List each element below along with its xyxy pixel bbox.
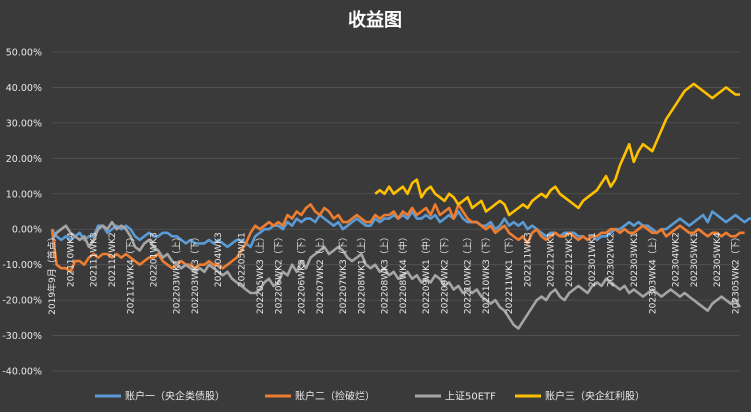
x-tick-label: 202206WK3（下） (296, 232, 307, 314)
x-tick-label: 202211WK1（下） (504, 232, 515, 314)
x-tick-label: 202209WK2（下） (439, 232, 450, 314)
x-tick-label: 202205WK3（上） (255, 232, 266, 314)
x-tick-label: 202211WK3 (524, 232, 534, 287)
legend-label: 账户二（捡破烂） (295, 390, 375, 403)
series-line-3 (50, 220, 742, 330)
gridlines (52, 51, 740, 372)
series-line-1 (50, 210, 751, 249)
x-tick-label: 202112WK4（下） (125, 232, 136, 314)
legend: 账户一（央企类债股） 账户二（捡破烂） 上证50ETF 账户三（央企红利股） (95, 390, 645, 403)
x-tick-label: 202204WK3 (214, 232, 224, 287)
x-tick-label: 202212WK1 (547, 232, 557, 287)
x-tick-label: 202302WK2 (607, 232, 617, 287)
legend-label: 账户三（央企红利股） (545, 390, 645, 403)
x-tick-label: 202212WK3 (565, 232, 575, 287)
y-tick-label: 10.00% (6, 189, 42, 200)
x-tick-label: 202210WK2（上） (463, 232, 474, 314)
x-tick-label: 202111WK3 (90, 232, 100, 287)
series-line-2 (50, 203, 745, 274)
x-tick-label: 202210WK3（下） (481, 232, 492, 314)
y-tick-label: -20.00% (2, 296, 42, 307)
x-tick-label: 202206WK2（下） (273, 232, 284, 314)
x-axis-ticks: 2019年9月（首点） 202110WK4 202111WK3 202112WK2 20… (46, 232, 741, 315)
x-tick-label: 202205WK1 (237, 232, 247, 287)
y-tick-label: 40.00% (6, 83, 42, 94)
x-tick-label: 202110WK4 (66, 232, 76, 287)
x-tick-label: 202203WK3（下） (190, 232, 201, 314)
y-axis-ticks: 50.00% 40.00% 30.00% 20.00% 10.00% 0.00% -10.0… (2, 48, 42, 378)
x-tick-label: 202305WK4 (713, 232, 723, 287)
x-tick-label: 202209WK1（中） (420, 232, 432, 314)
x-tick-label: 202305WK2（下） (730, 232, 741, 314)
y-tick-label: -30.00% (2, 331, 42, 342)
x-tick-label: 202304WK2 (671, 232, 681, 287)
x-tick-label: 2019年9月（首点） (46, 232, 58, 315)
y-tick-label: 50.00% (6, 48, 42, 59)
x-tick-label: 202303WK4（上） (647, 232, 658, 314)
y-tick-label: 30.00% (6, 118, 42, 129)
x-tick-label: 202207WK2（上） (315, 232, 326, 314)
legend-label: 账户一（央企类债股） (125, 390, 225, 403)
y-tick-label: -40.00% (2, 367, 42, 378)
x-tick-label: 202112WK2 (108, 232, 118, 287)
series-line-4 (374, 82, 740, 217)
x-tick-label: 202208WK4（中） (397, 232, 409, 314)
x-tick-label: 202203WK1（上） (172, 232, 183, 314)
y-tick-label: 0.00% (12, 225, 42, 236)
x-tick-label: 202208WK3（上） (379, 232, 390, 314)
x-tick-label: 202305WK1 (690, 232, 700, 287)
x-tick-label: 202303WK1 (630, 232, 640, 287)
x-tick-label: 202201WK3 (150, 232, 160, 287)
x-tick-label: 202301WK1 (588, 232, 598, 287)
x-tick-label: 202208WK1（上） (356, 232, 367, 314)
y-tick-label: -10.00% (2, 260, 42, 271)
legend-label: 上证50ETF (445, 391, 496, 403)
series-lines (50, 82, 751, 330)
chart-title: 收益图 (348, 9, 402, 31)
x-tick-label: 202207WK3（下） (338, 232, 349, 314)
y-tick-label: 20.00% (6, 154, 42, 165)
